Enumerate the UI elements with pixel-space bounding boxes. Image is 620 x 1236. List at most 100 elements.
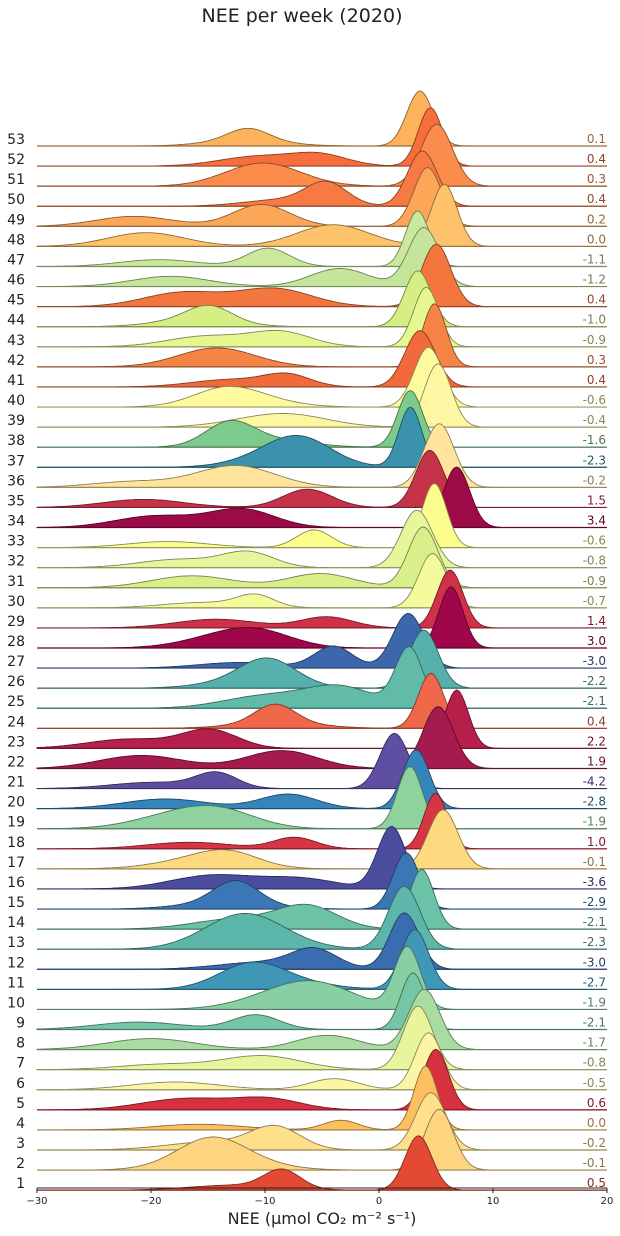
week-label: 46: [7, 273, 25, 289]
week-label: 6: [16, 1076, 25, 1092]
week-label: 21: [7, 775, 25, 791]
mean-label: -1.2: [583, 273, 606, 287]
week-label: 29: [7, 614, 25, 630]
week-label: 2: [16, 1156, 25, 1172]
mean-label: 0.0: [587, 232, 606, 246]
week-label: 42: [7, 353, 25, 369]
mean-label: 0.4: [587, 714, 606, 728]
mean-label: -1.9: [583, 995, 606, 1009]
mean-label: -2.1: [583, 1016, 606, 1030]
ridge-week-1: [37, 1135, 607, 1191]
mean-label: 2.2: [587, 734, 606, 748]
mean-label: 3.0: [587, 634, 606, 648]
mean-label: -0.6: [583, 393, 606, 407]
ridge-week-14: [37, 869, 607, 930]
mean-label: 0.3: [587, 172, 606, 186]
chart-title: NEE per week (2020): [201, 5, 402, 27]
week-label: 25: [7, 694, 25, 710]
x-tick-label: 0: [376, 1196, 382, 1207]
mean-label: 1.0: [587, 835, 606, 849]
week-label: 43: [7, 333, 25, 349]
mean-label: 0.3: [587, 353, 606, 367]
week-label: 5: [16, 1096, 25, 1112]
week-label: 16: [7, 875, 25, 891]
ridge-week-2: [37, 1108, 607, 1171]
x-tick-label: −30: [26, 1196, 47, 1207]
week-label: 50: [7, 192, 25, 208]
ridge-week-41: [37, 330, 607, 388]
week-label: 24: [7, 714, 25, 730]
ridge-week-52: [37, 107, 607, 167]
week-label: 18: [7, 835, 25, 851]
mean-label: -1.6: [583, 433, 606, 447]
mean-label: -2.1: [583, 694, 606, 708]
week-label: 13: [7, 935, 25, 951]
mean-label: -2.7: [583, 975, 606, 989]
mean-label: -2.2: [583, 674, 606, 688]
week-label: 51: [7, 172, 25, 188]
x-tick-label: −10: [254, 1196, 275, 1207]
week-label: 12: [7, 955, 25, 971]
mean-label: -0.2: [583, 1136, 606, 1150]
week-label: 4: [16, 1116, 25, 1132]
mean-label: -0.5: [583, 1076, 606, 1090]
ridge-week-22: [36, 706, 607, 769]
ridge-week-16: [37, 825, 607, 890]
week-label: 44: [7, 313, 25, 329]
ridges-group: 53 0.152 0.451 0.350 0.449 0.248 0.047 -1.146 -1…: [7, 90, 607, 1192]
mean-label: 0.0: [587, 1116, 606, 1130]
week-label: 10: [7, 995, 25, 1011]
week-label: 26: [7, 674, 25, 690]
mean-label: -1.0: [583, 313, 606, 327]
ridge-week-53: [37, 90, 607, 147]
ridge-week-3: [37, 1092, 607, 1151]
week-label: 14: [7, 915, 25, 931]
week-label: 45: [7, 293, 25, 309]
mean-label: -3.0: [583, 955, 606, 969]
mean-label: -2.3: [583, 453, 606, 467]
mean-label: -0.6: [583, 534, 606, 548]
mean-label: 3.4: [587, 514, 606, 528]
week-label: 41: [7, 373, 25, 389]
week-label: 9: [16, 1016, 25, 1032]
mean-label: 0.5: [587, 1176, 606, 1190]
week-label: 53: [7, 132, 25, 148]
week-label: 37: [7, 453, 25, 469]
ridge-week-17: [37, 809, 607, 870]
week-label: 28: [7, 634, 25, 650]
ridge-week-39: [37, 363, 607, 428]
mean-label: -1.7: [583, 1036, 606, 1050]
week-label: 3: [16, 1136, 25, 1152]
week-label: 15: [7, 895, 25, 911]
week-label: 20: [7, 795, 25, 811]
ridge-week-37: [37, 406, 607, 468]
ridge-week-19: [37, 765, 607, 830]
mean-label: 0.2: [587, 212, 606, 226]
week-label: 36: [7, 473, 25, 489]
mean-label: -0.8: [583, 554, 606, 568]
week-label: 7: [16, 1056, 25, 1072]
mean-label: -3.6: [583, 875, 606, 889]
mean-label: 0.4: [587, 152, 606, 166]
mean-label: -1.1: [583, 252, 606, 266]
mean-label: -0.1: [583, 1156, 606, 1170]
ridge-week-40: [37, 346, 607, 408]
mean-label: 1.9: [587, 754, 606, 768]
week-label: 33: [7, 534, 25, 550]
mean-label: 0.4: [587, 192, 606, 206]
week-label: 23: [7, 734, 25, 750]
week-label: 8: [16, 1036, 25, 1052]
week-label: 32: [7, 554, 25, 570]
mean-label: 0.6: [587, 1096, 606, 1110]
mean-label: 1.4: [587, 614, 606, 628]
ridge-week-4: [37, 1065, 607, 1131]
mean-label: -0.1: [583, 855, 606, 869]
week-label: 22: [7, 754, 25, 770]
x-axis: −30 −20 −10 0 10 20: [26, 1187, 613, 1207]
week-label: 17: [7, 855, 25, 871]
week-label: 27: [7, 654, 25, 670]
mean-label: -0.2: [583, 473, 606, 487]
mean-label: -0.9: [583, 574, 606, 588]
